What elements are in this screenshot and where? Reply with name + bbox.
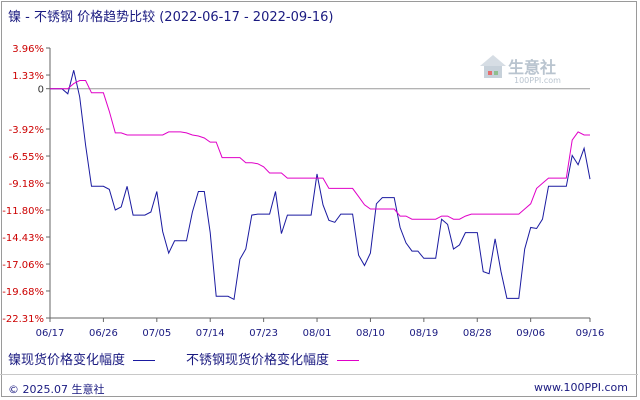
- x-tick-label: 07/23: [249, 328, 278, 339]
- legend-stainless-swatch: [337, 360, 360, 361]
- x-tick-label: 08/28: [463, 328, 492, 339]
- footer: © 2025.07 生意社 www.100PPI.com: [0, 374, 638, 399]
- y-tick-label: 3.96%: [12, 44, 44, 55]
- chart-date-range: (2022-06-17 - 2022-09-16): [159, 10, 334, 25]
- y-tick-label: 0: [38, 85, 44, 96]
- chart-axes: [49, 48, 590, 319]
- series-line-nickel: [50, 70, 591, 301]
- x-tick-label: 09/16: [576, 328, 605, 339]
- watermark-domain: 100PPI.com: [514, 76, 561, 85]
- y-tick-label: 1.33%: [12, 71, 44, 82]
- x-tick-label: 07/14: [196, 328, 225, 339]
- chart-ticks: 3.96% 1.33% 0 -3.92% -6.55% -9.18% -11.80% -14.…: [2, 44, 604, 339]
- footer-site-link[interactable]: www.100PPI.com: [534, 381, 628, 394]
- watermark-brand: 生意社: [508, 58, 557, 77]
- chart-series: [50, 70, 591, 301]
- legend-stainless: 不锈钢现货价格变化幅度: [186, 349, 360, 368]
- legend-nickel-label: 镍现货价格变化幅度: [8, 353, 126, 368]
- watermark-logo: 生意社 100PPI.com: [478, 52, 561, 88]
- x-tick-label: 06/26: [89, 328, 118, 339]
- chart-title: 镍 - 不锈钢 价格趋势比较 (2022-06-17 - 2022-09-16): [8, 6, 333, 25]
- y-tick-label: -11.80%: [2, 206, 44, 217]
- series-line-stainless: [50, 80, 590, 220]
- y-tick-label: -6.55%: [9, 152, 44, 163]
- house-icon: [480, 55, 506, 78]
- x-tick-label: 08/01: [303, 328, 332, 339]
- x-tick-label: 07/05: [142, 328, 171, 339]
- footer-copyright: © 2025.07 生意社: [8, 383, 105, 396]
- y-tick-label: -3.92%: [9, 125, 44, 136]
- legend-nickel: 镍现货价格变化幅度: [8, 349, 156, 368]
- chart-title-text: 镍 - 不锈钢 价格趋势比较: [8, 10, 156, 25]
- y-tick-label: -17.06%: [2, 260, 44, 271]
- legend-stainless-label: 不锈钢现货价格变化幅度: [186, 353, 330, 368]
- y-tick-label: -22.31%: [2, 314, 44, 325]
- x-tick-label: 09/06: [516, 328, 545, 339]
- y-tick-label: -14.43%: [2, 233, 44, 244]
- y-tick-label: -19.68%: [2, 287, 44, 298]
- x-tick-label: 08/10: [356, 328, 385, 339]
- x-tick-label: 06/17: [36, 328, 65, 339]
- legend-nickel-swatch: [133, 360, 156, 361]
- y-tick-label: -9.18%: [9, 179, 44, 190]
- x-tick-label: 08/19: [409, 328, 438, 339]
